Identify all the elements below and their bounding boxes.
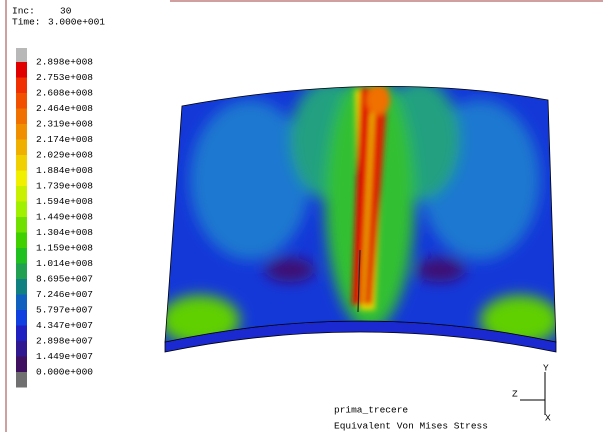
legend-swatch — [16, 109, 27, 125]
legend-label: 1.739e+008 — [36, 181, 93, 192]
legend-label: 1.594e+008 — [36, 196, 93, 207]
legend-label: 2.319e+008 — [36, 119, 93, 130]
legend-swatch — [16, 326, 27, 342]
legend-swatch — [16, 155, 27, 171]
legend-label: 2.174e+008 — [36, 134, 93, 145]
time-label: Time: — [12, 17, 41, 28]
legend-label: 4.347e+007 — [36, 320, 93, 331]
axis-triad: Y Z X — [512, 363, 551, 424]
legend-swatch — [16, 248, 27, 264]
legend: 2.898e+008 2.753e+008 2.608e+008 2.464e+008… — [16, 48, 93, 388]
legend-label: 2.898e+008 — [36, 57, 93, 68]
legend-swatch — [16, 233, 27, 249]
legend-swatch — [16, 93, 27, 109]
legend-swatch — [16, 217, 27, 233]
legend-label: 8.695e+007 — [36, 274, 93, 285]
inc-label: Inc: — [12, 6, 35, 17]
legend-label: 1.014e+008 — [36, 258, 93, 269]
contour-plot — [160, 60, 560, 360]
legend-label: 1.304e+008 — [36, 227, 93, 238]
legend-label: 1.159e+008 — [36, 243, 93, 254]
legend-swatch — [16, 48, 27, 62]
triad-x: X — [545, 413, 551, 424]
legend-swatch — [16, 140, 27, 156]
legend-label: 2.898e+007 — [36, 336, 93, 347]
legend-label: 2.029e+008 — [36, 150, 93, 161]
legend-swatch — [16, 171, 27, 187]
legend-swatch — [16, 279, 27, 295]
legend-swatch — [16, 372, 27, 388]
legend-swatch — [16, 78, 27, 94]
legend-label: 2.464e+008 — [36, 103, 93, 114]
legend-swatch — [16, 186, 27, 202]
legend-swatch — [16, 341, 27, 357]
legend-label: 1.449e+008 — [36, 212, 93, 223]
legend-swatch — [16, 357, 27, 373]
legend-label: 2.608e+008 — [36, 88, 93, 99]
legend-label: 0.000e+000 — [36, 367, 93, 378]
model-name: prima_trecere — [334, 405, 408, 416]
legend-label: 2.753e+008 — [36, 72, 93, 83]
time-value: 3.000e+001 — [48, 17, 105, 28]
legend-label: 5.797e+007 — [36, 305, 93, 316]
legend-label: 1.884e+008 — [36, 165, 93, 176]
viewport: Inc: 30 Time: 3.000e+001 2.898e+008 2.753… — [0, 0, 603, 432]
legend-swatch — [16, 62, 27, 78]
legend-swatch — [16, 124, 27, 140]
inc-value: 30 — [60, 6, 72, 17]
legend-label: 1.449e+007 — [36, 351, 93, 362]
legend-swatch — [16, 264, 27, 280]
triad-z: Z — [512, 389, 518, 400]
legend-swatch — [16, 310, 27, 326]
legend-swatch — [16, 202, 27, 218]
result-name: Equivalent Von Mises Stress — [334, 421, 488, 432]
legend-swatch — [16, 295, 27, 311]
legend-label: 7.246e+007 — [36, 289, 93, 300]
triad-y: Y — [543, 363, 549, 374]
